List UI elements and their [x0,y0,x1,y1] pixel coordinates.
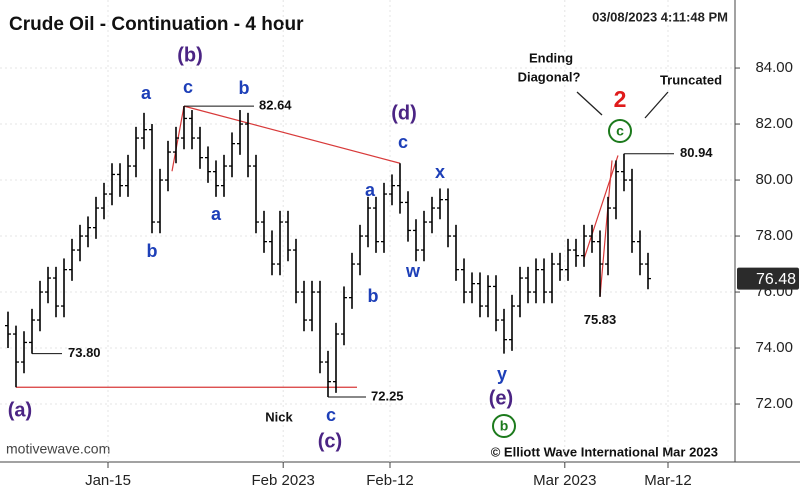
price-label: 75.83 [584,312,617,327]
y-tick-label: 74.00 [755,339,793,356]
x-tick-label: Jan-15 [85,472,131,489]
y-tick-label: 72.00 [755,395,793,412]
x-tick-label: Mar 2023 [533,472,596,489]
wave-label: (e) [489,387,513,409]
last-price-label: 76.48 [756,271,796,288]
chart-title: Crude Oil - Continuation - 4 hour [9,14,304,35]
y-tick-label: 84.00 [755,59,793,76]
timestamp: 03/08/2023 4:11:48 PM [592,9,728,24]
wave-label: b [239,78,250,98]
wave-label: (b) [177,44,203,66]
wave-label: a [211,204,222,224]
wave-label: a [365,180,376,200]
y-tick-label: 80.00 [755,171,793,188]
wave-circle [608,119,632,143]
wave-circle [492,414,516,438]
note: Nick [265,409,293,424]
y-tick-label: 78.00 [755,227,793,244]
wave-label: c [326,405,336,425]
wave-label: c [398,132,408,152]
trend-line [599,160,613,297]
copyright: © Elliott Wave International Mar 2023 [491,444,718,459]
x-tick-label: Feb-12 [366,472,414,489]
trend-line [183,105,401,164]
note: Truncated [660,72,722,87]
wave-label: (a) [8,399,32,421]
note: Diagonal? [518,69,581,84]
arrow [644,91,669,119]
last-price-box [737,267,799,290]
wave-label: b [368,286,379,306]
wave-label: x [435,162,445,182]
trend-line [583,155,619,260]
price-label: 82.64 [259,98,292,113]
wave-label: b [500,418,509,434]
wave-label: a [141,83,152,103]
wave-label: 2 [614,86,627,112]
wave-label: c [616,123,624,139]
price-label: 80.94 [680,145,713,160]
watermark: motivewave.com [6,441,110,457]
wave-label: (c) [318,430,342,452]
y-tick-label: 82.00 [755,115,793,132]
x-tick-label: Mar-12 [644,472,692,489]
wave-label: y [497,364,507,384]
x-tick-label: Feb 2023 [252,472,315,489]
wave-label: (d) [391,102,417,124]
wave-label: c [183,77,193,97]
price-label: 72.25 [371,388,404,403]
arrow [576,91,603,116]
wave-label: w [405,261,421,281]
note: Ending [529,50,573,65]
price-label: 73.80 [68,345,101,360]
wave-label: b [147,241,158,261]
